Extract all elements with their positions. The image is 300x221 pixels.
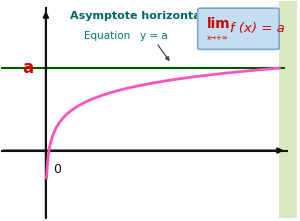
Text: Asymptote horizontale: Asymptote horizontale bbox=[70, 11, 212, 21]
Text: f (x) = a: f (x) = a bbox=[230, 22, 285, 35]
FancyBboxPatch shape bbox=[198, 8, 279, 49]
Text: a: a bbox=[22, 59, 33, 77]
Text: x→+∞: x→+∞ bbox=[206, 35, 228, 41]
Text: Equation   y = a: Equation y = a bbox=[84, 31, 168, 41]
Text: 0: 0 bbox=[53, 162, 62, 175]
Text: lim: lim bbox=[206, 17, 230, 31]
Bar bbox=[279, 1, 297, 218]
